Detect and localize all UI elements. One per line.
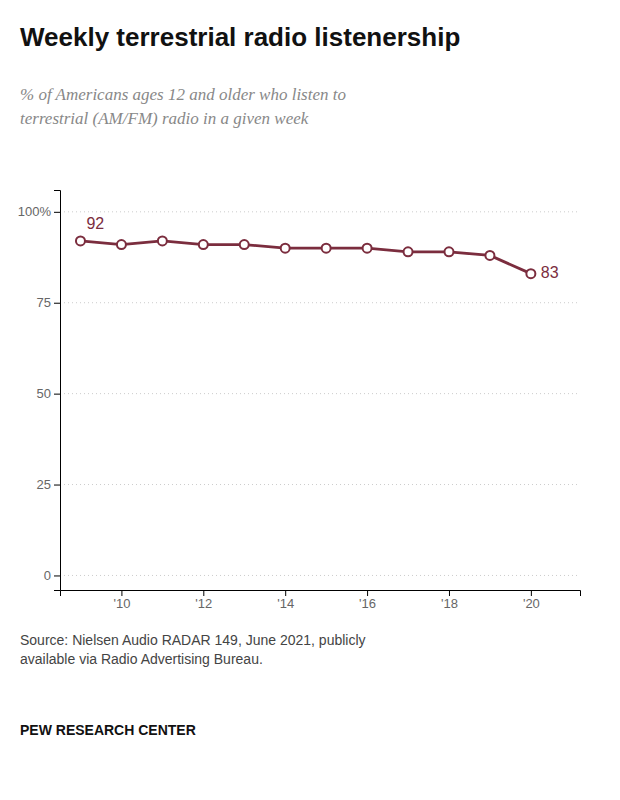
point [240, 240, 249, 249]
tick-label: '18 [441, 596, 458, 611]
axis-line [61, 591, 581, 597]
point [444, 247, 453, 256]
tick: '18 [441, 590, 458, 611]
point [199, 240, 208, 249]
y-axis: 0 25 50 75 100% [18, 191, 61, 591]
source-line: Source: Nielsen Audio RADAR 149, June 20… [20, 632, 366, 648]
tick-label: 50 [37, 386, 51, 401]
point [158, 236, 167, 245]
tick-label: '20 [523, 596, 540, 611]
plot-area [76, 236, 535, 278]
point [404, 247, 413, 256]
point [322, 244, 331, 253]
tick-mark [54, 575, 60, 576]
grid-line [60, 575, 580, 576]
tick-mark [449, 590, 450, 596]
subtitle-line: % of Americans ages 12 and older who lis… [20, 85, 346, 104]
tick-mark [285, 590, 286, 596]
grid-line [60, 302, 580, 303]
tick: '12 [195, 590, 212, 611]
tick: 0 [44, 568, 60, 583]
tick: '14 [277, 590, 294, 611]
tick-label: '16 [359, 596, 376, 611]
grid-line [60, 393, 580, 394]
grid-line [60, 211, 580, 212]
chart: Weekly terrestrial radio listenership % o… [0, 0, 620, 800]
tick-mark [531, 590, 532, 596]
tick-label: '12 [195, 596, 212, 611]
tick-label: 100% [18, 204, 52, 219]
annotation: 92 [86, 215, 104, 232]
tick-mark [203, 590, 204, 596]
tick-mark [367, 590, 368, 596]
subtitle: % of Americans ages 12 and older who lis… [20, 85, 346, 128]
title-line: Weekly terrestrial radio listenership [20, 22, 460, 52]
tick: 75 [37, 295, 60, 310]
annotation: 83 [541, 264, 559, 281]
tick-label: '14 [277, 596, 294, 611]
tick-mark [54, 485, 60, 486]
tick-label: 25 [37, 477, 51, 492]
tick: '20 [523, 590, 540, 611]
point [76, 236, 85, 245]
source: Source: Nielsen Audio RADAR 149, June 20… [20, 632, 366, 667]
footer-line: PEW RESEARCH CENTER [20, 722, 196, 738]
grid [60, 212, 580, 576]
tick-label: 75 [37, 295, 51, 310]
source-line: available via Radio Advertising Bureau. [20, 651, 263, 667]
subtitle-line: terrestrial (AM/FM) radio in a given wee… [20, 109, 309, 128]
tick: 50 [37, 386, 60, 401]
x-axis: '10 '12 '14 '16 '18 '20 [61, 590, 581, 611]
axis-line [54, 191, 61, 591]
tick-mark [54, 394, 60, 395]
point [363, 244, 372, 253]
point [485, 251, 494, 260]
tick: '16 [359, 590, 376, 611]
tick-mark [121, 590, 122, 596]
point [526, 269, 535, 278]
tick: '10 [113, 590, 130, 611]
point [281, 244, 290, 253]
tick-label: 0 [44, 568, 51, 583]
tick: 100% [18, 204, 60, 219]
tick-label: '10 [113, 596, 130, 611]
footer: PEW RESEARCH CENTER [20, 722, 196, 738]
line [80, 241, 530, 274]
tick: 25 [37, 477, 60, 492]
tick-mark [54, 212, 60, 213]
tick-mark [54, 303, 60, 304]
point [117, 240, 126, 249]
annotations: 92 83 [86, 215, 558, 281]
grid-line [60, 484, 580, 485]
title: Weekly terrestrial radio listenership [20, 22, 460, 52]
